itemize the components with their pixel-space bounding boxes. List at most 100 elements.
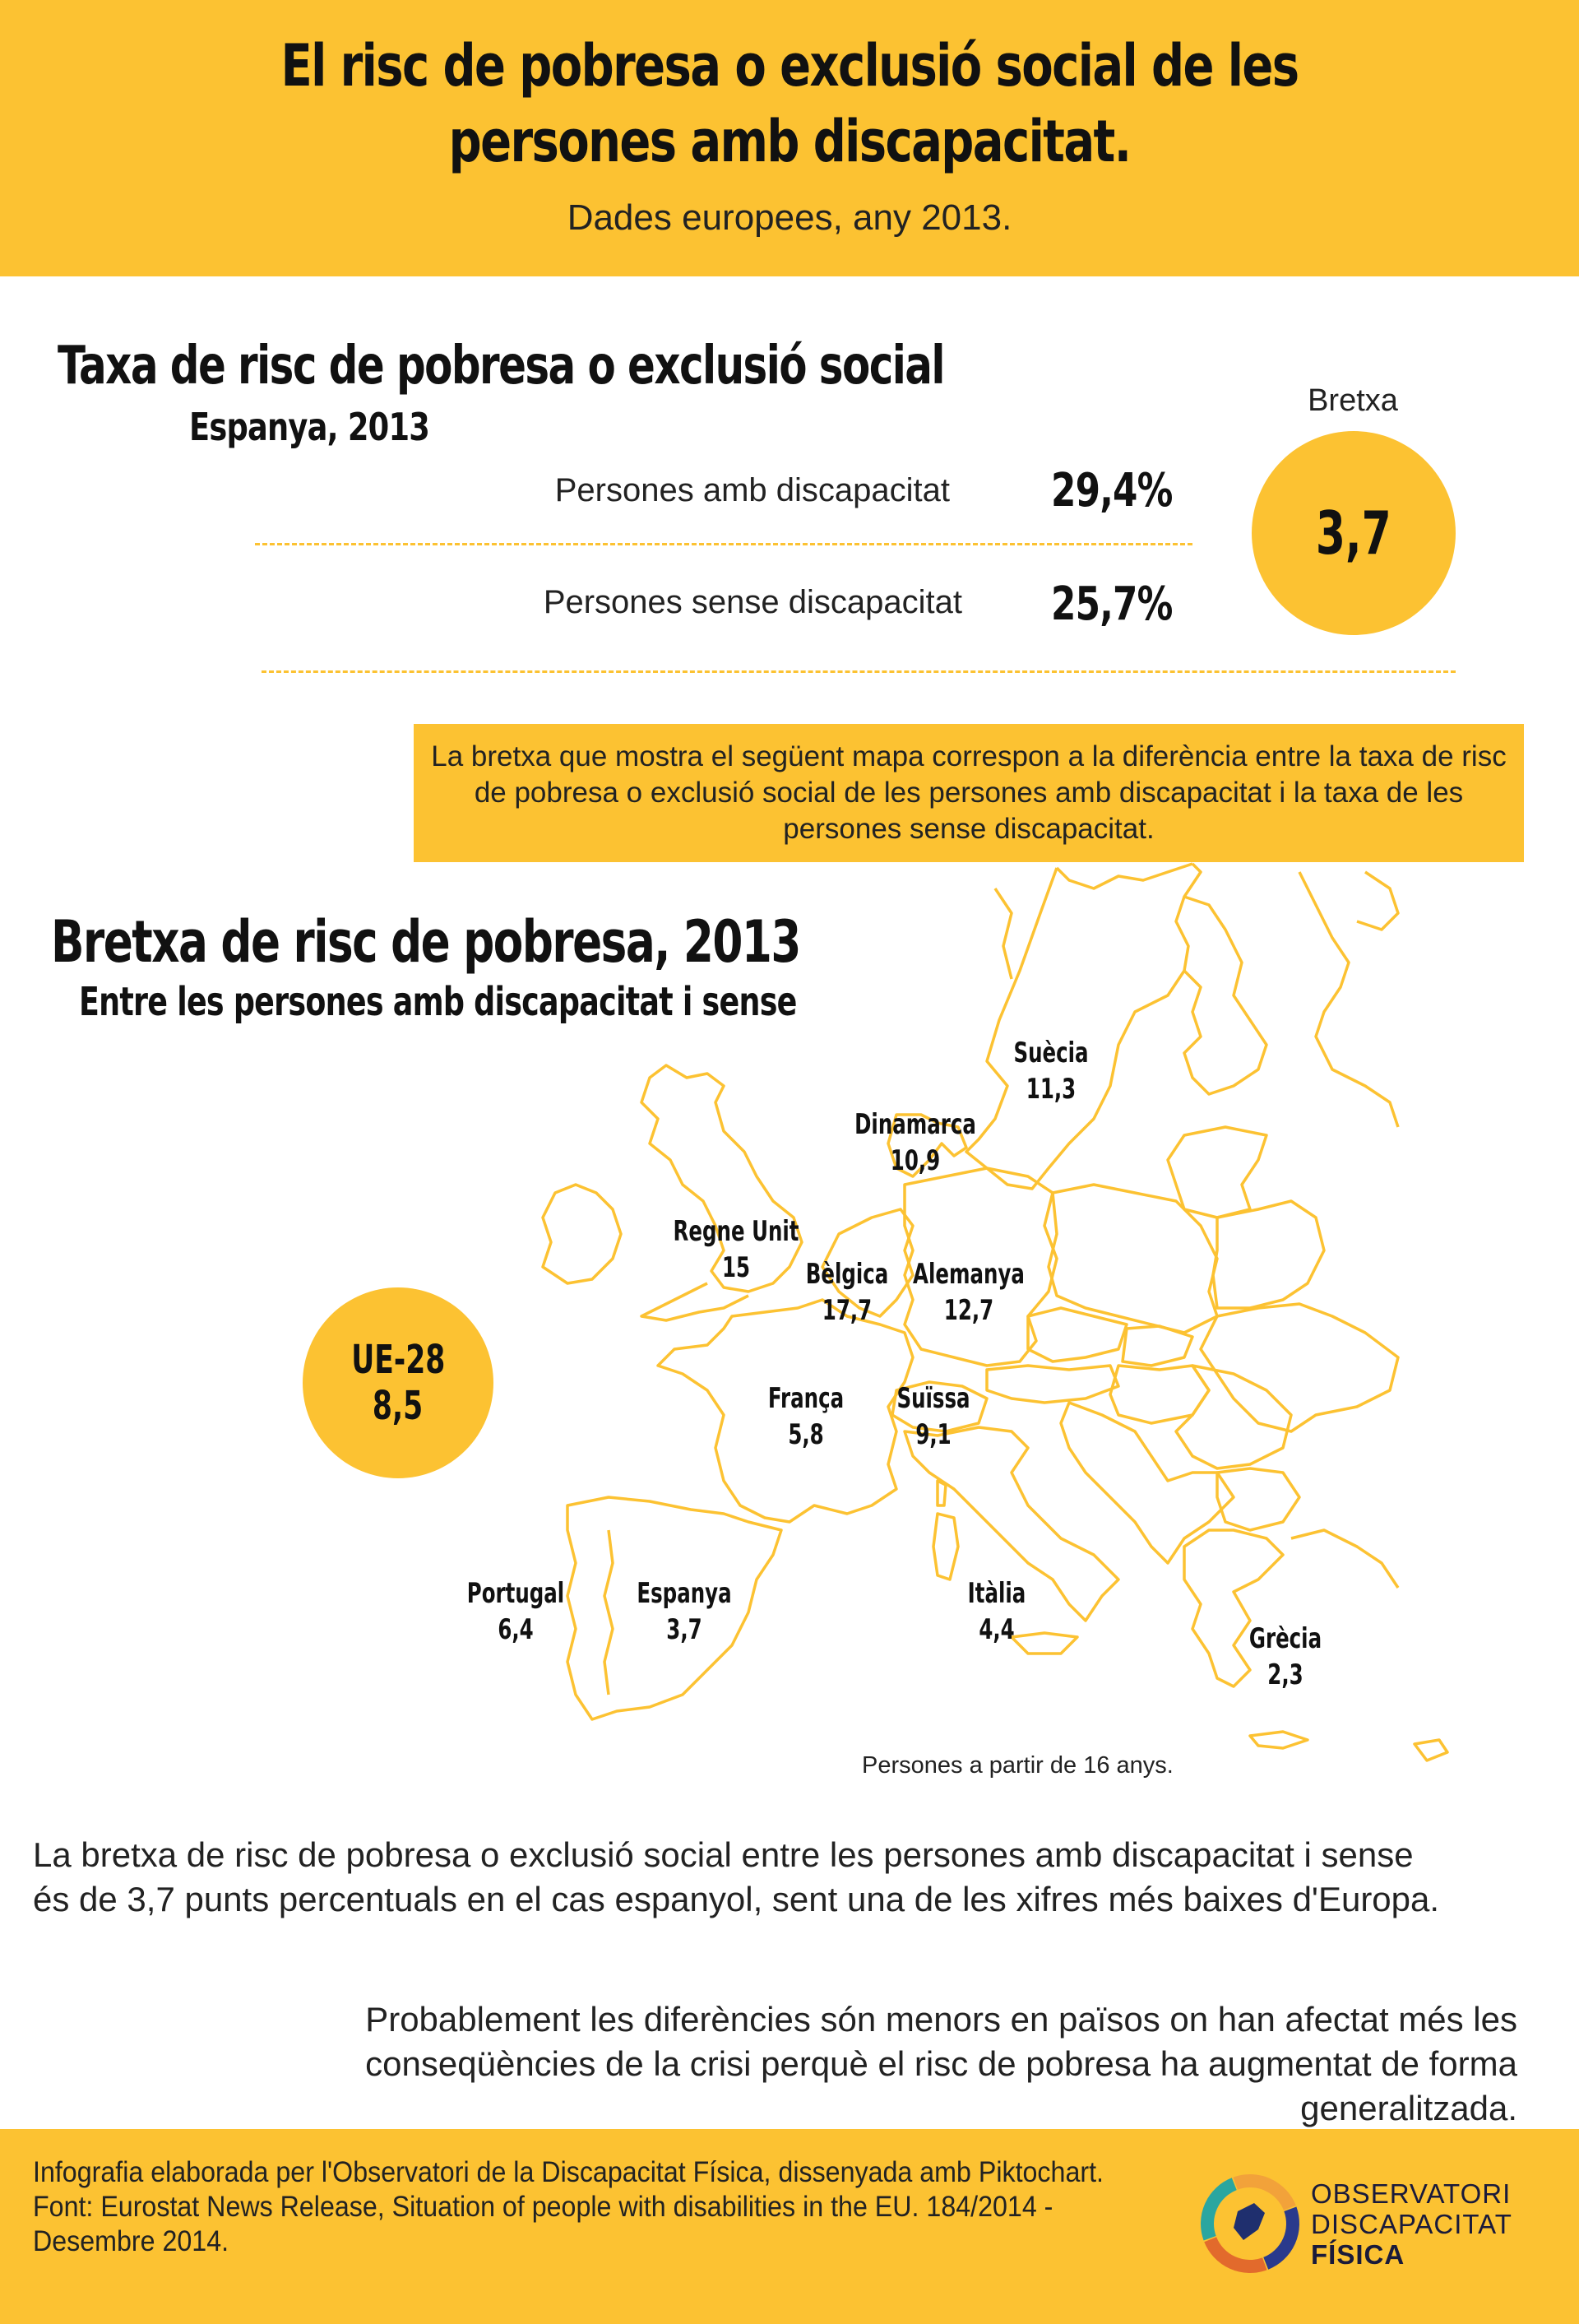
country-name: Portugal (466, 1577, 565, 1610)
eu28-circle: UE-28 8,5 (303, 1287, 493, 1478)
cyprus-outline (1413, 1738, 1449, 1762)
greece-outline (1183, 1528, 1285, 1688)
portugal-border (603, 1529, 614, 1695)
ukraine-outline (1199, 1302, 1400, 1433)
header-banner: El risc de pobresa o exclusió social de … (0, 0, 1579, 276)
country-label-greece: Grècia 2,3 (1249, 1621, 1322, 1693)
divider (262, 670, 1456, 673)
corsica-outline (936, 1479, 947, 1507)
footer: Infografia elaborada per l'Observatori d… (0, 2129, 1579, 2324)
country-label-france: França 5,8 (768, 1380, 844, 1453)
country-value: 15 (721, 1251, 751, 1284)
poland-outline (1047, 1183, 1219, 1334)
paragraph-crisis: Probablement les diferències són menors … (365, 2000, 1517, 2127)
credit-line-3: Desembre 2014. (33, 2225, 229, 2257)
map-subtitle: Entre les persones amb discapacitat i se… (79, 979, 797, 1025)
rate-label-with-disability: Persones amb discapacitat (554, 472, 950, 508)
balkans-outline (1059, 1401, 1235, 1565)
germany-outline (903, 1167, 1058, 1367)
country-name: Espanya (637, 1577, 732, 1610)
gap-label: Bretxa (1308, 383, 1398, 418)
denmark-outline (887, 1113, 968, 1178)
country-label-belgium: Bèlgica 17,7 (806, 1256, 889, 1329)
rate-value-with-disability: 29,4% (1051, 464, 1173, 517)
paragraph-spain-gap: La bretxa de risc de pobresa o exclusió … (33, 1835, 1440, 1918)
europe-map (541, 862, 1449, 1762)
map-title: Bretxa de risc de pobresa, 2013 (51, 908, 801, 976)
norway-outline (1055, 862, 1193, 890)
country-value: 5,8 (788, 1418, 824, 1451)
slovakia-outline (1121, 1324, 1194, 1367)
ireland-outline (541, 1183, 623, 1285)
logo-line-1: OBSERVATORI (1311, 2178, 1512, 2209)
country-label-spain: Espanya 3,7 (637, 1575, 731, 1648)
sardinia-outline (932, 1512, 960, 1581)
footer-credit: Infografia elaborada per l'Observatori d… (33, 2155, 1168, 2259)
country-name: França (767, 1382, 845, 1415)
country-value: 6,4 (498, 1613, 534, 1646)
country-label-denmark: Dinamarca 10,9 (854, 1106, 976, 1179)
rate-value-without-disability: 25,7% (1051, 578, 1173, 631)
country-name: Regne Unit (673, 1215, 799, 1248)
bulgaria-outline (1216, 1467, 1301, 1532)
uk-outline (640, 1064, 803, 1293)
country-label-sweden: Suècia 11,3 (1013, 1035, 1088, 1107)
country-value: 3,7 (666, 1613, 702, 1646)
country-label-italy: Itàlia 4,4 (968, 1575, 1026, 1648)
france-outline (656, 1298, 915, 1524)
scandinavia-outline (965, 862, 1202, 1190)
country-label-portugal: Portugal 6,4 (467, 1575, 564, 1648)
gap-circle: 3,7 (1252, 431, 1456, 635)
iberia-outline (566, 1496, 783, 1721)
russia-north-outline (1298, 871, 1400, 1128)
country-name: Suècia (1013, 1037, 1089, 1069)
sicily-outline (1010, 1631, 1079, 1655)
rates-title: Taxa de risc de pobresa o exclusió socia… (58, 336, 946, 397)
italy-outline (903, 1426, 1120, 1622)
country-label-switzerland: Suïssa 9,1 (896, 1380, 970, 1453)
country-name: Dinamarca (854, 1108, 976, 1141)
country-value: 4,4 (979, 1613, 1015, 1646)
logo-text: OBSERVATORI DISCAPACITAT FÍSICA (1311, 2178, 1512, 2270)
country-name: Grècia (1248, 1622, 1322, 1655)
country-value: 12,7 (943, 1294, 994, 1327)
czech-outline (1026, 1306, 1128, 1363)
page-title-line-1: El risc de pobresa o exclusió social de … (280, 32, 1300, 100)
country-value: 11,3 (1026, 1073, 1077, 1106)
explanation-note: La bretxa que mostra el següent mapa cor… (414, 724, 1524, 862)
page-title-line-2: persones amb discapacitat. (448, 108, 1132, 175)
switzerland-outline (891, 1380, 989, 1433)
page-title: El risc de pobresa o exclusió social de … (0, 28, 1579, 179)
country-value: 10,9 (890, 1144, 941, 1177)
country-value: 17,7 (822, 1294, 873, 1327)
country-name: Suïssa (896, 1382, 970, 1415)
uk-south-outline (640, 1282, 749, 1322)
map-footnote: Persones a partir de 16 anys. (862, 1752, 1174, 1779)
austria-outline (985, 1364, 1120, 1404)
rate-label-without-disability: Persones sense discapacitat (543, 584, 962, 620)
observatori-logo: OBSERVATORI DISCAPACITAT FÍSICA (1192, 2157, 1538, 2297)
country-value: 2,3 (1267, 1658, 1303, 1691)
logo-mark-icon (1201, 2174, 1299, 2273)
arctic-outline (1356, 870, 1400, 931)
eu28-label: UE-28 (350, 1337, 446, 1383)
logo-line-2: DISCAPACITAT (1311, 2209, 1512, 2239)
country-name: Bèlgica (805, 1258, 889, 1291)
belarus-outline (1211, 1199, 1326, 1310)
turkey-outline (1290, 1528, 1400, 1589)
country-name: Itàlia (967, 1577, 1026, 1610)
country-name: Alemanya (913, 1258, 1025, 1291)
country-value: 9,1 (915, 1418, 952, 1451)
norway-coast (993, 888, 1013, 980)
baltics-outline (1166, 1125, 1268, 1219)
page-subtitle: Dades europees, any 2013. (567, 197, 1012, 238)
romania-outline (1174, 1364, 1293, 1470)
gap-value: 3,7 (1316, 499, 1391, 568)
credit-line-1: Infografia elaborada per l'Observatori d… (33, 2156, 1104, 2188)
eu28-value: 8,5 (373, 1383, 424, 1429)
country-label-germany: Alemanya 12,7 (913, 1256, 1025, 1329)
divider (255, 543, 1192, 545)
rates-subtitle: Espanya, 2013 (189, 405, 430, 449)
country-label-uk: Regne Unit 15 (674, 1213, 799, 1286)
crete-outline (1248, 1730, 1309, 1750)
